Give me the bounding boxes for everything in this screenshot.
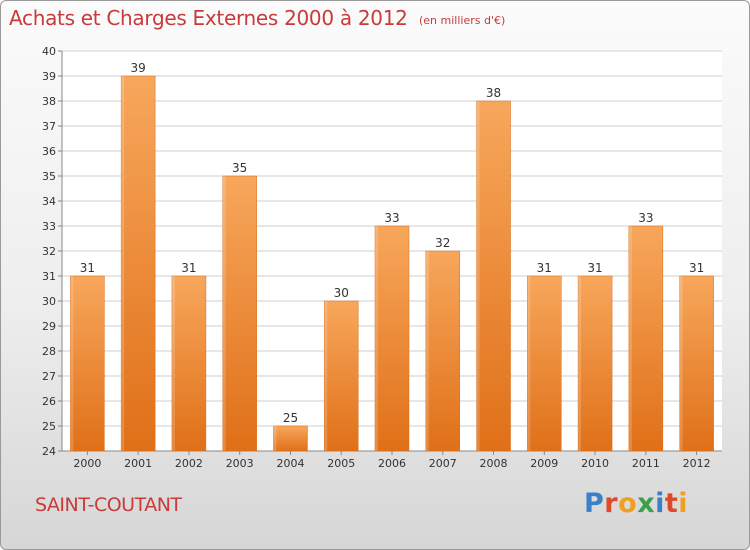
data-label: 33 xyxy=(638,211,653,225)
y-tick-label: 38 xyxy=(42,95,56,108)
bar-highlight xyxy=(679,276,683,451)
logo-letter: P xyxy=(584,488,605,519)
data-label: 33 xyxy=(384,211,399,225)
data-label: 31 xyxy=(689,261,704,275)
y-tick-label: 29 xyxy=(42,320,56,333)
logo-letter: x xyxy=(637,488,656,519)
bar-highlight xyxy=(324,301,328,451)
data-label: 35 xyxy=(232,161,247,175)
x-tick-label: 2010 xyxy=(581,457,609,470)
bar xyxy=(679,275,714,452)
bar xyxy=(171,275,207,452)
y-tick-label: 31 xyxy=(42,270,56,283)
x-tick-label: 2009 xyxy=(530,457,558,470)
data-label: 31 xyxy=(181,261,196,275)
x-tick-label: 2011 xyxy=(632,457,660,470)
logo-letter: r xyxy=(604,488,619,519)
logo-letter: i xyxy=(678,488,689,519)
x-tick-label: 2003 xyxy=(226,457,254,470)
bar xyxy=(323,300,359,452)
bar xyxy=(222,175,257,452)
chart-title: Achats et Charges Externes 2000 à 2012 xyxy=(9,6,408,30)
y-tick-label: 26 xyxy=(42,395,56,408)
bar xyxy=(476,100,511,452)
x-tick-label: 2008 xyxy=(480,457,508,470)
y-tick-label: 39 xyxy=(42,70,56,83)
data-label: 30 xyxy=(334,286,349,300)
x-tick-label: 2007 xyxy=(429,457,457,470)
data-label: 31 xyxy=(587,261,602,275)
bar xyxy=(425,250,461,452)
bar-highlight xyxy=(375,226,378,451)
bar-highlight xyxy=(425,251,429,451)
x-tick-label: 2012 xyxy=(683,457,711,470)
bar-highlight xyxy=(628,226,632,451)
x-tick-label: 2004 xyxy=(276,457,304,470)
x-tick-label: 2006 xyxy=(378,457,406,470)
proxiti-logo: Proxiti xyxy=(584,488,688,519)
bar-highlight xyxy=(273,426,277,451)
y-tick-label: 36 xyxy=(42,145,56,158)
bar-highlight xyxy=(70,276,74,451)
bar-highlight xyxy=(222,176,226,451)
logo-letter: t xyxy=(664,488,679,519)
bar xyxy=(374,225,410,452)
y-tick-label: 35 xyxy=(42,170,56,183)
logo-letter: i xyxy=(655,488,665,519)
data-label: 39 xyxy=(131,61,146,75)
y-tick-label: 40 xyxy=(42,45,56,58)
bar-highlight xyxy=(476,101,480,451)
y-tick-label: 28 xyxy=(42,345,56,358)
commune-name: SAINT-COUTANT xyxy=(35,494,182,516)
y-tick-label: 27 xyxy=(42,370,56,383)
bar-highlight xyxy=(171,276,175,451)
data-label: 38 xyxy=(486,86,501,100)
logo-letter: o xyxy=(618,488,638,519)
y-tick-label: 32 xyxy=(42,245,56,258)
y-tick-label: 30 xyxy=(42,295,56,308)
x-tick-label: 2002 xyxy=(175,457,203,470)
data-label: 31 xyxy=(537,261,552,275)
bar xyxy=(628,225,664,452)
data-label: 31 xyxy=(80,261,95,275)
y-tick-label: 34 xyxy=(42,195,56,208)
bar xyxy=(577,275,613,452)
bar xyxy=(70,275,105,452)
bar-highlight xyxy=(578,276,582,451)
bar-highlight xyxy=(121,76,125,451)
data-label: 25 xyxy=(283,411,298,425)
y-tick-label: 24 xyxy=(42,445,56,458)
y-tick-label: 33 xyxy=(42,220,56,233)
y-tick-label: 25 xyxy=(42,420,56,433)
bar-highlight xyxy=(527,276,531,451)
bar xyxy=(120,75,156,452)
y-tick-label: 37 xyxy=(42,120,56,133)
bar xyxy=(273,425,308,452)
data-label: 32 xyxy=(435,236,450,250)
x-tick-label: 2005 xyxy=(327,457,355,470)
chart-subtitle: (en milliers d'€) xyxy=(419,14,506,27)
x-tick-label: 2000 xyxy=(73,457,101,470)
bar xyxy=(527,275,562,452)
x-tick-label: 2001 xyxy=(124,457,152,470)
